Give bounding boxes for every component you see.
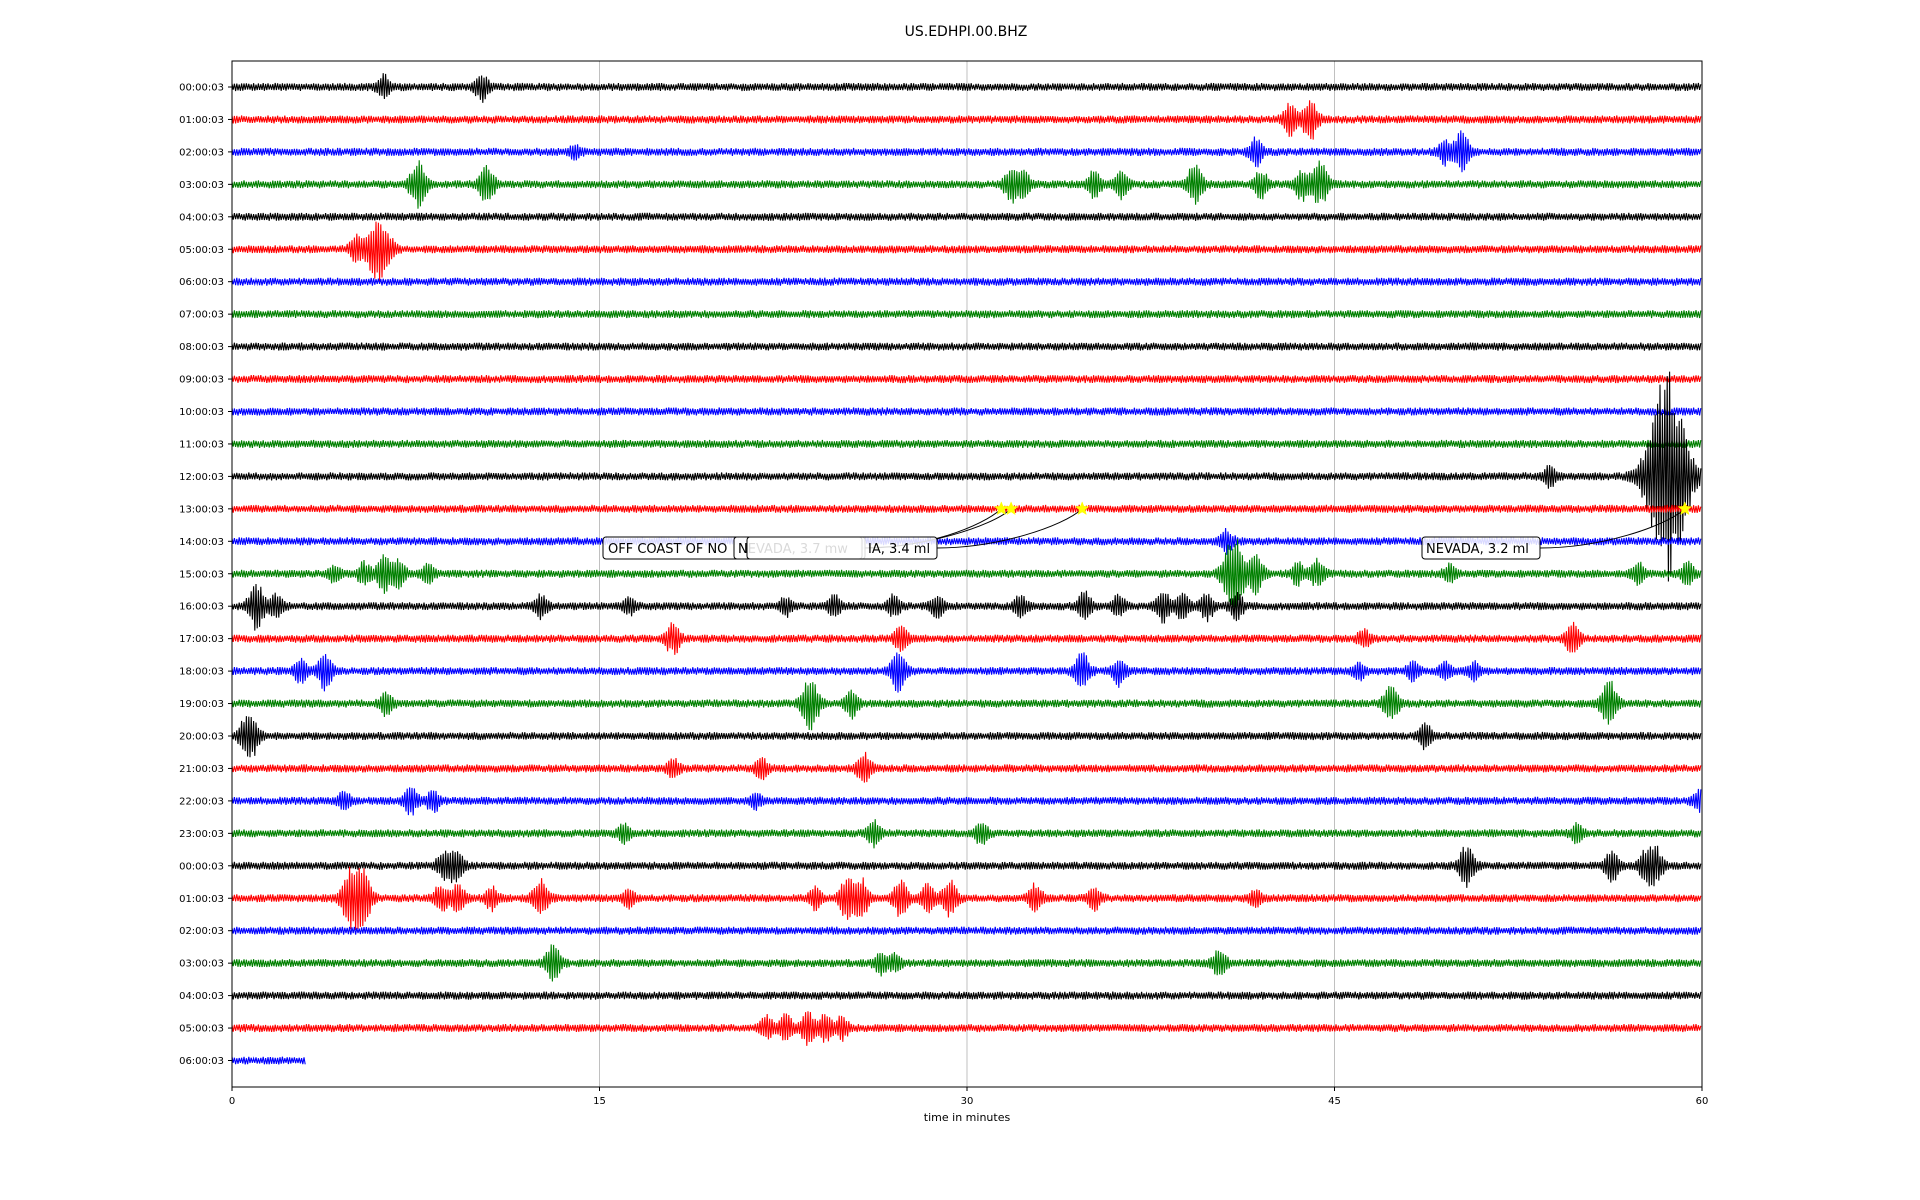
trace-line: [231, 277, 1702, 287]
trace-line: [231, 819, 1702, 849]
y-tick-label: 16:00:03: [179, 602, 224, 613]
trace-line: [231, 130, 1702, 173]
trace-line: [231, 309, 1702, 319]
y-tick-label: 03:00:03: [179, 180, 224, 191]
x-axis-ticks: 0 15 30 45 60: [229, 1087, 1709, 1107]
y-tick-label: 03:00:03: [179, 959, 224, 970]
y-tick-label: 07:00:03: [179, 310, 224, 321]
trace-line: [231, 160, 1702, 209]
y-tick-label: 06:00:03: [179, 1056, 224, 1067]
y-tick-label: 13:00:03: [179, 504, 224, 515]
trace-line: [231, 751, 1702, 783]
event-label: IA, 3.4 ml: [868, 542, 930, 557]
x-tick-label: 0: [229, 1096, 235, 1107]
x-tick-label: 60: [1696, 1096, 1709, 1107]
event-star-marker: [1003, 501, 1019, 516]
y-tick-label: 02:00:03: [179, 147, 224, 158]
y-tick-label: 12:00:03: [179, 472, 224, 483]
y-tick-label: 17:00:03: [179, 634, 224, 645]
y-tick-label: 23:00:03: [179, 829, 224, 840]
trace-line: [231, 991, 1702, 1001]
y-tick-label: 11:00:03: [179, 439, 224, 450]
trace-line: [231, 866, 1702, 931]
y-tick-label: 04:00:03: [179, 991, 224, 1002]
trace-line: [231, 716, 1702, 758]
y-tick-label: 19:00:03: [179, 699, 224, 710]
event-label-box: [1421, 536, 1541, 560]
y-tick-label: 00:00:03: [179, 83, 224, 94]
trace-line: [231, 944, 1702, 982]
trace-line: [231, 407, 1702, 416]
x-tick-label: 15: [593, 1096, 606, 1107]
trace-line: [231, 1056, 306, 1065]
trace-line: [231, 100, 1702, 140]
y-tick-label: 04:00:03: [179, 212, 224, 223]
event-label: NEVADA, 3.2 ml: [1426, 542, 1529, 557]
plot-area-frame: [231, 60, 1703, 1088]
y-tick-label: 21:00:03: [179, 764, 224, 775]
y-tick-label: 08:00:03: [179, 342, 224, 353]
trace-line: [231, 374, 1702, 384]
y-tick-label: 22:00:03: [179, 796, 224, 807]
x-axis-label: time in minutes: [924, 1111, 1011, 1124]
event-connector: [936, 508, 1083, 549]
y-tick-label: 01:00:03: [179, 894, 224, 905]
y-tick-label: 20:00:03: [179, 732, 224, 743]
y-tick-label: 02:00:03: [179, 926, 224, 937]
x-tick-label: 30: [961, 1096, 974, 1107]
event-connector: [1539, 508, 1686, 549]
y-tick-label: 06:00:03: [179, 277, 224, 288]
trace-line: [231, 221, 1702, 282]
trace-line: [231, 73, 1702, 103]
y-axis-ticks: 00:00:03 01:00:03 02:00:03 03:00:03 04:00:03…: [179, 83, 232, 1067]
trace-line: [231, 845, 1702, 888]
y-tick-label: 05:00:03: [179, 245, 224, 256]
event-label: OFF COAST OF NO: [608, 542, 727, 557]
trace-line: [231, 680, 1702, 731]
trace-line: [231, 504, 1702, 513]
trace-line: [231, 652, 1702, 693]
trace-line: [231, 342, 1702, 351]
trace-line: [231, 1011, 1702, 1046]
y-tick-label: 05:00:03: [179, 1024, 224, 1035]
trace-line: [231, 539, 1702, 613]
trace-line: [231, 583, 1702, 631]
chart-title: US.EDHPI.00.BHZ: [905, 24, 1028, 40]
trace-line: [231, 621, 1702, 655]
x-tick-label: 45: [1328, 1096, 1341, 1107]
y-tick-label: 01:00:03: [179, 115, 224, 126]
event-label-box: [746, 536, 938, 560]
y-tick-label: 00:00:03: [179, 861, 224, 872]
event-star-marker: [1074, 501, 1090, 516]
trace-line: [231, 787, 1702, 816]
trace-line: [231, 371, 1702, 582]
trace-line: [231, 926, 1702, 936]
trace-line: [231, 212, 1702, 222]
event-annotations: OFF COAST OF NONEVADA, 3.7 mwIA, 3.4 mlN…: [602, 501, 1693, 560]
event-star-marker: [1677, 501, 1693, 516]
y-tick-label: 09:00:03: [179, 375, 224, 386]
y-tick-label: 14:00:03: [179, 537, 224, 548]
trace-line: [231, 439, 1702, 449]
y-tick-label: 15:00:03: [179, 569, 224, 580]
y-tick-label: 10:00:03: [179, 407, 224, 418]
seismogram-traces: [231, 73, 1702, 1065]
y-tick-label: 18:00:03: [179, 667, 224, 678]
